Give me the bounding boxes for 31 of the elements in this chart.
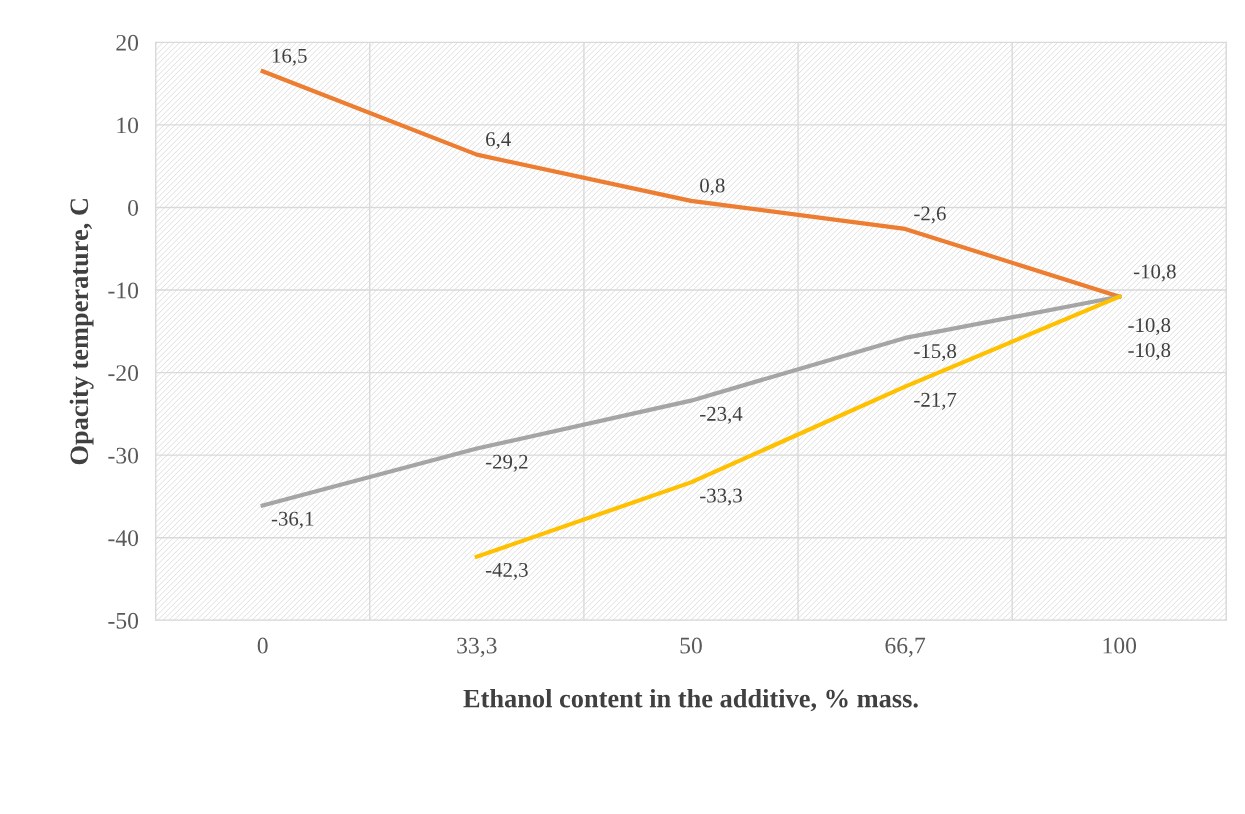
y-axis-title: Opacity temperature, C — [69, 199, 94, 465]
data-label: -10,8 — [1128, 318, 1171, 336]
data-label: -10,8 — [1128, 343, 1171, 361]
y-tick-label: -20 — [108, 365, 139, 381]
y-tick-label: -30 — [108, 447, 139, 464]
x-tick-label: 50 — [680, 637, 702, 654]
x-tick-label: 100 — [1103, 637, 1137, 654]
y-tick-label: -40 — [108, 530, 139, 547]
x-axis-title: Ethanol content in the additive, % mass. — [463, 688, 918, 712]
data-label: -15,8 — [914, 344, 957, 362]
data-label: 16,5 — [272, 48, 307, 66]
data-label: -2,6 — [914, 206, 946, 224]
data-label: -42,3 — [485, 562, 528, 580]
x-tick-label: 0 — [257, 637, 268, 654]
y-tick-label: 10 — [117, 117, 139, 134]
data-label: -29,2 — [485, 454, 528, 472]
data-label: -36,1 — [271, 511, 314, 529]
line-series — [260, 69, 1122, 299]
y-tick-label: -10 — [108, 282, 139, 299]
y-tick-label: 20 — [116, 34, 139, 51]
y-tick-label: 0 — [128, 199, 139, 216]
x-tick-label: 66,7 — [885, 637, 926, 657]
y-tick-label: -50 — [108, 612, 139, 629]
x-tick-label: 33,3 — [457, 637, 497, 657]
data-label: -10,8 — [1133, 264, 1176, 282]
data-label: -33,3 — [700, 488, 742, 506]
data-label: 0,8 — [700, 178, 725, 196]
data-label: 6,4 — [486, 132, 511, 150]
data-label: -23,4 — [700, 406, 743, 424]
data-label: -21,7 — [914, 392, 957, 410]
line-series — [474, 294, 1122, 559]
